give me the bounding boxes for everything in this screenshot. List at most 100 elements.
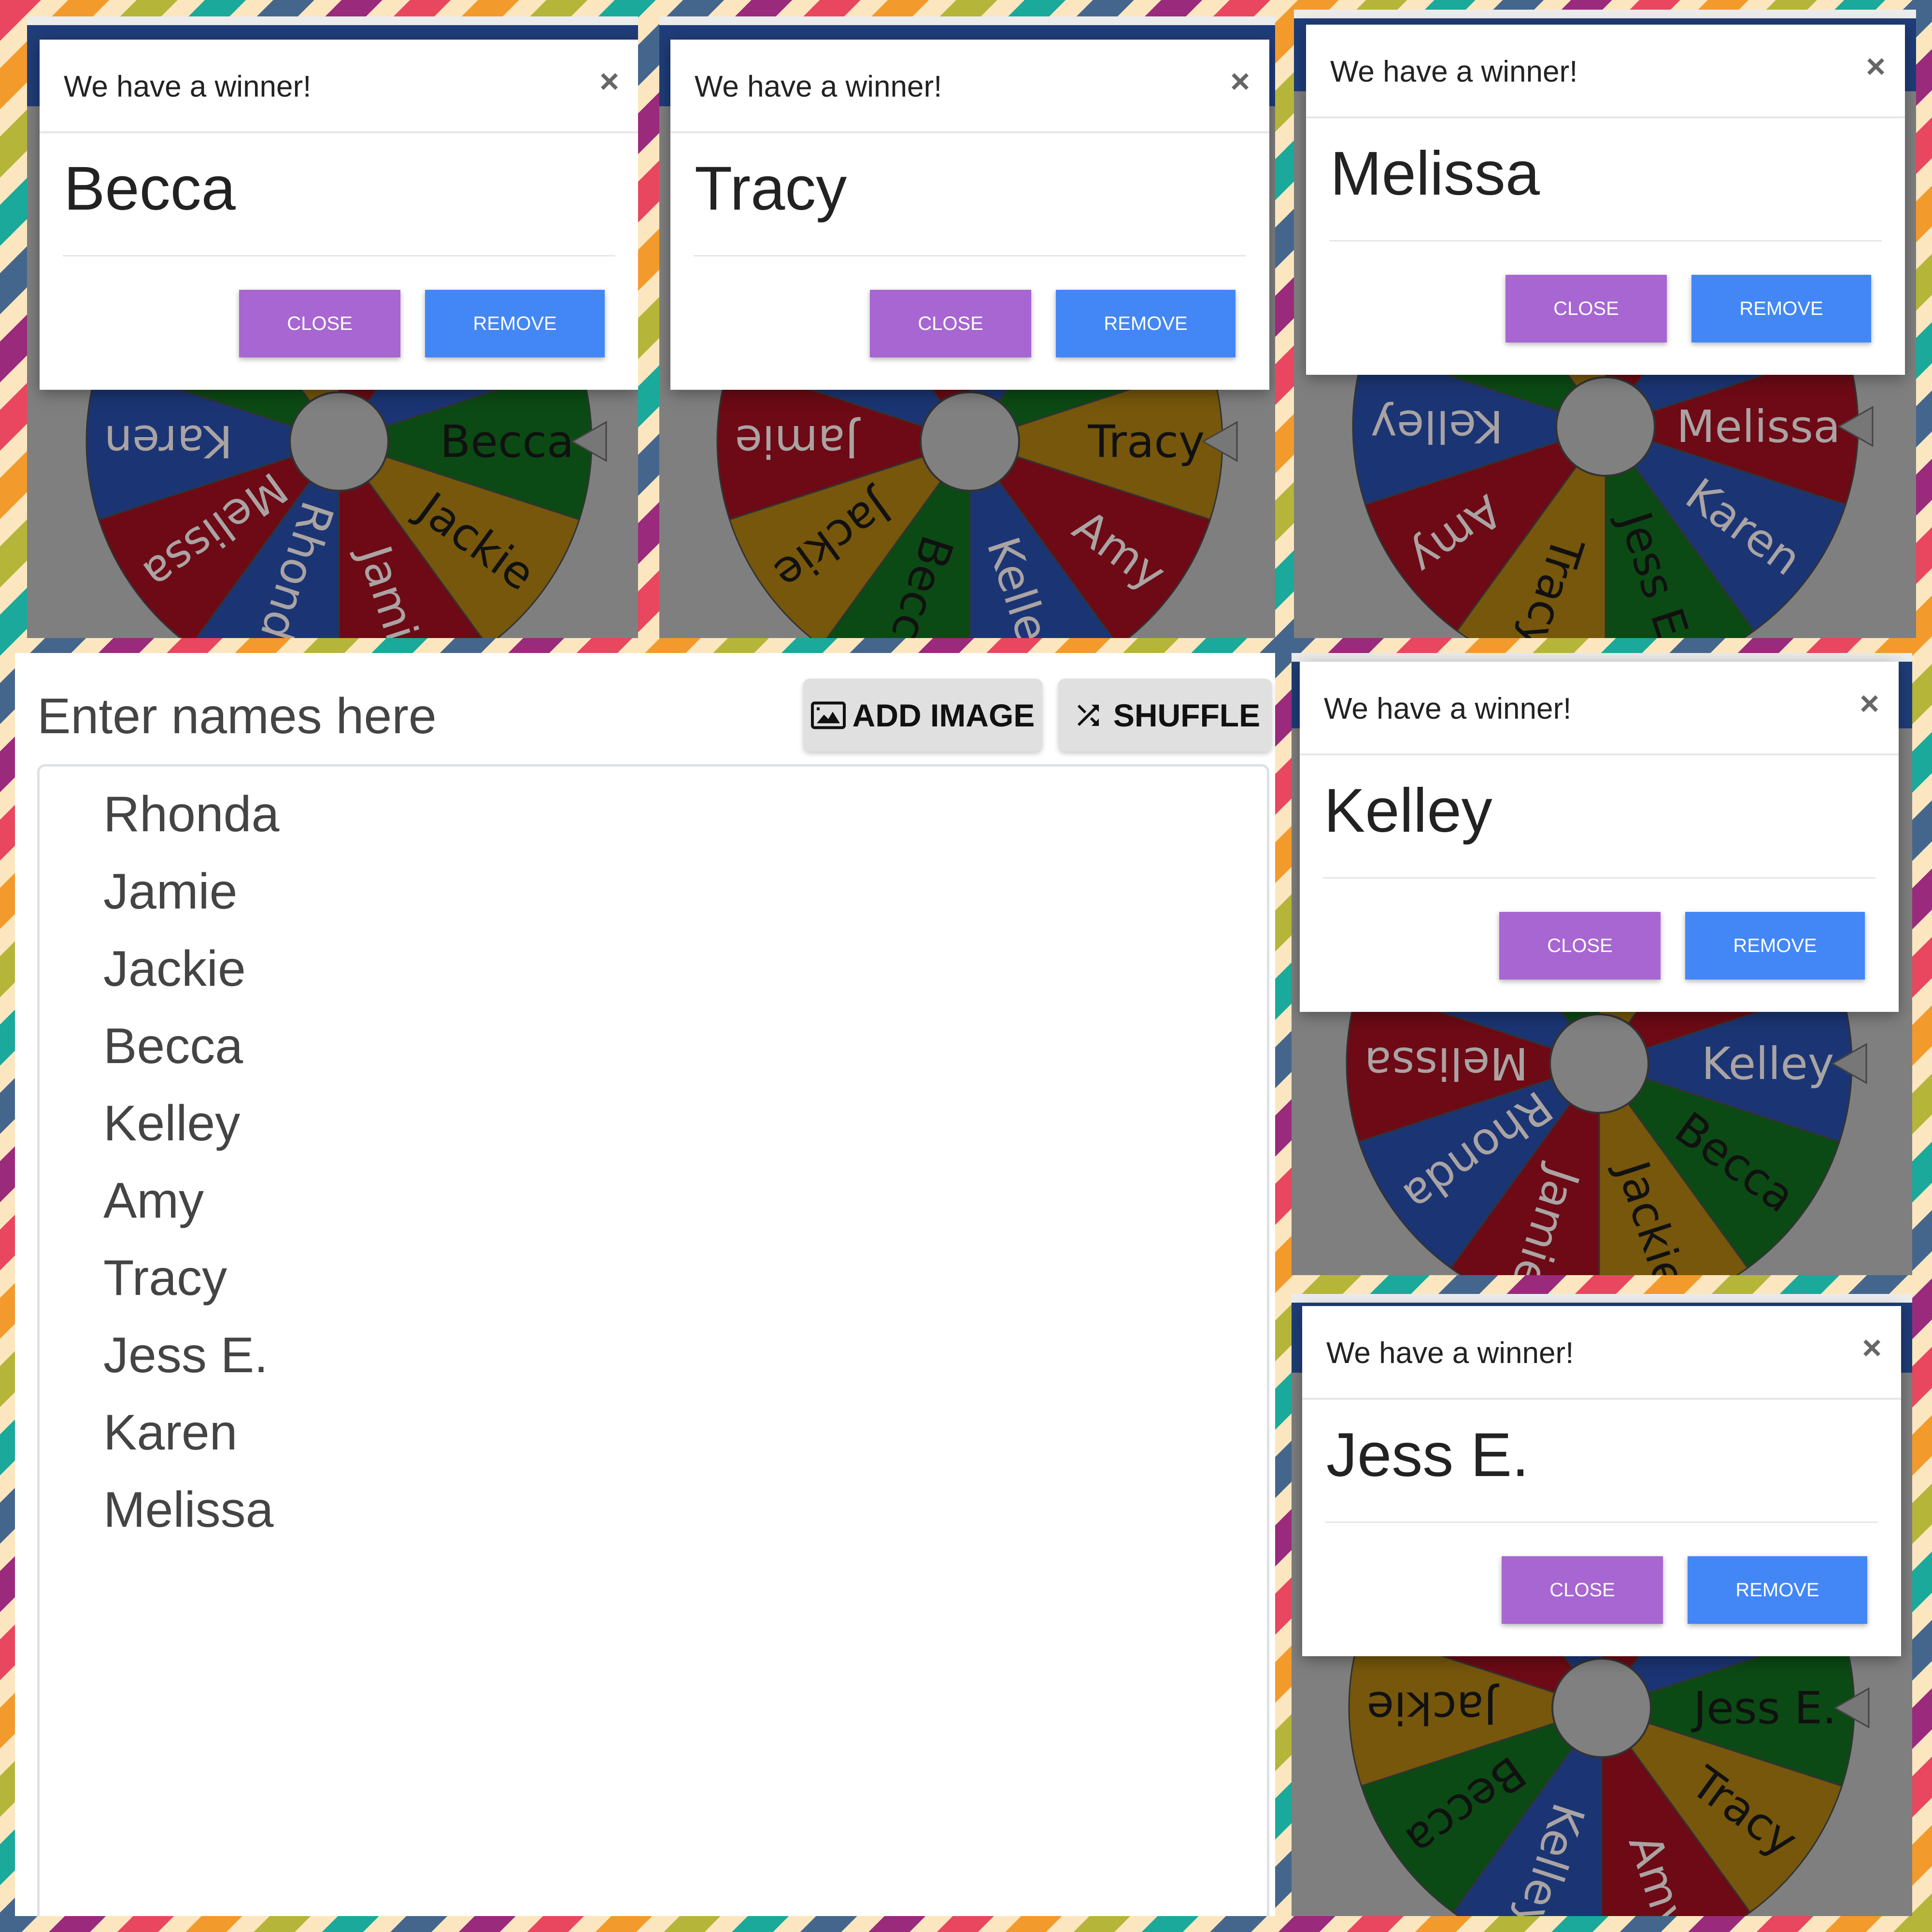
wheel-hub[interactable] bbox=[1551, 1658, 1652, 1758]
name-entry: Jess E. bbox=[103, 1327, 268, 1383]
dialog-title: We have a winner! bbox=[1330, 55, 1578, 88]
wheel-segment bbox=[728, 440, 972, 638]
wheel-segment bbox=[98, 440, 341, 638]
dialog-title: We have a winner! bbox=[1324, 692, 1572, 725]
dialog-header: We have a winner! × bbox=[1300, 662, 1899, 755]
wheel-segment-label: Karen bbox=[104, 415, 233, 467]
wheel-segment-label: Tracy bbox=[1087, 416, 1205, 468]
name-entry: Jamie bbox=[103, 864, 238, 920]
wheel-segment bbox=[1605, 424, 1755, 638]
name-entry: Jackie bbox=[103, 941, 246, 997]
close-icon[interactable]: × bbox=[599, 62, 619, 100]
divider bbox=[694, 255, 1246, 256]
remove-button[interactable]: REMOVE bbox=[1688, 1556, 1867, 1624]
wheel-hub[interactable] bbox=[920, 391, 1020, 492]
wheel-segment bbox=[338, 439, 483, 638]
winner-name: Becca bbox=[64, 154, 236, 223]
wheel-segment bbox=[1456, 424, 1606, 638]
names-editor: Enter names here ADD IMAGE SHUFFLE Rhond… bbox=[15, 653, 1275, 1916]
names-textarea[interactable]: Rhonda Jamie Jackie Becca Kelley Amy Tracy Jess… bbox=[37, 764, 1269, 1916]
wheel-segment-label: Jackie bbox=[1367, 1682, 1500, 1733]
remove-button[interactable]: REMOVE bbox=[1056, 290, 1236, 357]
divider bbox=[63, 255, 615, 256]
close-button[interactable]: CLOSE bbox=[1502, 1556, 1663, 1624]
close-button[interactable]: CLOSE bbox=[239, 290, 400, 357]
winner-name: Kelley bbox=[1324, 776, 1492, 845]
winner-name: Tracy bbox=[695, 154, 847, 223]
close-button[interactable]: CLOSE bbox=[1506, 275, 1667, 342]
wheel-pointer-icon bbox=[1201, 421, 1238, 462]
winner-dialog: We have a winner! × Becca CLOSE REMOVE bbox=[40, 40, 638, 390]
close-icon[interactable]: × bbox=[1866, 47, 1886, 85]
close-button[interactable]: CLOSE bbox=[870, 290, 1031, 357]
wheel-pointer-icon bbox=[570, 421, 607, 462]
remove-button[interactable]: REMOVE bbox=[425, 290, 605, 357]
winner-name: Jess E. bbox=[1326, 1421, 1529, 1490]
name-entry: Amy bbox=[103, 1173, 204, 1229]
dialog-title: We have a winner! bbox=[695, 70, 942, 103]
wheel-segment-label: Kelley bbox=[1702, 1038, 1834, 1090]
dialog-header: We have a winner! × bbox=[40, 40, 638, 133]
winner-dialog: We have a winner! × Kelley CLOSE REMOVE bbox=[1300, 662, 1899, 1012]
dialog-header: We have a winner! × bbox=[1306, 25, 1905, 118]
divider bbox=[1329, 240, 1882, 242]
wheel-segment bbox=[1364, 425, 1607, 632]
wheel-segment bbox=[1360, 1706, 1604, 1914]
image-icon bbox=[810, 701, 846, 729]
wheel-segment-label: Becca bbox=[440, 416, 574, 468]
winner-panel: Kelley Becca Jackie Jamie Rhonda Melissa We h… bbox=[1292, 653, 1912, 1275]
wheel-segment bbox=[1598, 1061, 1749, 1275]
wheel-segment bbox=[969, 439, 1114, 638]
remove-button[interactable]: REMOVE bbox=[1691, 275, 1871, 342]
winner-panel: Becca Jackie Jamie Rhonda Melissa Karen We ha… bbox=[27, 16, 638, 638]
wheel-segment bbox=[1601, 1705, 1751, 1916]
divider bbox=[1325, 1521, 1878, 1523]
wheel-pointer-icon bbox=[1831, 1043, 1867, 1084]
wheel-hub[interactable] bbox=[289, 391, 389, 492]
shuffle-button[interactable]: SHUFFLE bbox=[1058, 679, 1272, 752]
shuffle-label: SHUFFLE bbox=[1113, 697, 1261, 733]
wheel-hub[interactable] bbox=[1555, 376, 1656, 477]
wheel-segment bbox=[1597, 1062, 1841, 1269]
wheel-segment bbox=[1600, 1706, 1843, 1914]
editor-title: Enter names here bbox=[37, 688, 437, 744]
add-image-button[interactable]: ADD IMAGE bbox=[803, 679, 1042, 752]
remove-button[interactable]: REMOVE bbox=[1685, 912, 1865, 980]
dialog-title: We have a winner! bbox=[1326, 1336, 1574, 1370]
wheel-segment bbox=[968, 440, 1211, 638]
wheel-segment-label: Jess E. bbox=[1691, 1682, 1836, 1734]
name-entry: Kelley bbox=[103, 1095, 241, 1151]
wheel-segment-label: Kelley bbox=[1371, 400, 1504, 452]
winner-name: Melissa bbox=[1330, 139, 1540, 208]
close-icon[interactable]: × bbox=[1862, 1329, 1882, 1366]
shuffle-icon bbox=[1077, 704, 1099, 726]
winner-panel: Tracy Amy Kelley Becca Jackie Jamie We have a… bbox=[659, 16, 1275, 638]
close-button[interactable]: CLOSE bbox=[1499, 912, 1661, 980]
winner-dialog: We have a winner! × Tracy CLOSE REMOVE bbox=[670, 40, 1269, 390]
wheel-hub[interactable] bbox=[1549, 1013, 1649, 1114]
name-entry: Melissa bbox=[103, 1482, 274, 1538]
wheel-pointer-icon bbox=[1833, 1687, 1870, 1729]
name-entry: Karen bbox=[103, 1405, 238, 1461]
winner-panel: Tracy Amy Kelley Becca Jackie Jess E. We have… bbox=[1292, 1294, 1912, 1916]
wheel-segment bbox=[337, 440, 581, 638]
wheel-segment bbox=[1449, 1061, 1600, 1275]
name-entry: Becca bbox=[103, 1018, 243, 1074]
wheel-segment bbox=[1604, 425, 1847, 632]
wheel-pointer-icon bbox=[1837, 406, 1874, 447]
add-image-label: ADD IMAGE bbox=[852, 697, 1035, 733]
close-icon[interactable]: × bbox=[1860, 684, 1879, 722]
winner-dialog: We have a winner! × Jess E. CLOSE REMOVE bbox=[1302, 1306, 1901, 1656]
name-entry: Tracy bbox=[103, 1250, 227, 1306]
dialog-title: We have a winner! bbox=[64, 70, 312, 103]
close-icon[interactable]: × bbox=[1230, 62, 1250, 100]
winner-dialog: We have a winner! × Melissa CLOSE REMOVE bbox=[1306, 25, 1905, 375]
divider bbox=[1323, 877, 1875, 879]
wheel-segment-label: Melissa bbox=[1364, 1037, 1528, 1089]
wheel-segment-label: Jamie bbox=[735, 415, 861, 467]
dialog-header: We have a winner! × bbox=[1302, 1306, 1901, 1400]
name-entry: Rhonda bbox=[103, 786, 280, 842]
wheel-segment bbox=[1358, 1062, 1601, 1269]
winner-panel: Tracy Amy Kelley Melissa Karen Jess E. We hav… bbox=[1294, 10, 1916, 638]
wheel-segment-label: Melissa bbox=[1676, 401, 1840, 453]
